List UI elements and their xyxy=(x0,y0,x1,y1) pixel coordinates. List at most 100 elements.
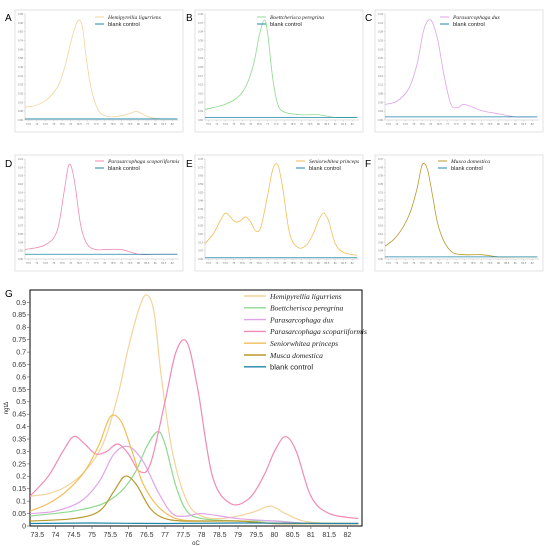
y-tick-label: 0.35 xyxy=(12,436,26,443)
y-tick-label: 0.19 xyxy=(378,215,384,219)
x-tick-label: 75 xyxy=(88,532,96,539)
x-tick-label: 77 xyxy=(266,122,269,126)
y-tick-label: 0.74 xyxy=(18,39,24,43)
x-tick-label: 73.5 xyxy=(386,122,392,126)
x-tick-label: 75 xyxy=(52,122,55,126)
panel-label-a: A xyxy=(5,13,12,24)
y-tick-label: 0.33 xyxy=(18,83,24,87)
panel-c: C 0.00 0.03 0.06 0.08 0.11 0.14 0.17 0.20 0.23 0.2… xyxy=(365,9,544,133)
x-tick-label: 82 xyxy=(351,122,354,126)
x-tick-label: 81 xyxy=(334,122,337,126)
x-tick-label: 75 xyxy=(52,261,55,265)
x-tick-label: 81.5 xyxy=(161,261,167,265)
x-tick-label: 82 xyxy=(531,122,534,126)
x-tick-label: 76 xyxy=(429,261,432,265)
y-tick-label: 0.16 xyxy=(18,182,24,186)
legend-label-boettcherisca-peregrina: Boettcherisca peregrina xyxy=(270,304,344,313)
y-tick-label: 0.46 xyxy=(198,199,204,203)
series-line-seniorwhitea-princeps xyxy=(205,162,358,256)
x-tick-label: 76 xyxy=(249,122,252,126)
x-tick-label: 75 xyxy=(232,261,235,265)
y-tick-label: 0.04 xyxy=(378,249,384,253)
x-tick-label: 80.5 xyxy=(324,122,330,126)
x-tick-label: 75.5 xyxy=(240,122,246,126)
y-tick-label: 0.07 xyxy=(198,100,204,104)
series-line-boettcherisca-peregrina xyxy=(205,19,358,118)
x-tick-label: 79 xyxy=(300,261,303,265)
x-tick-label: 75 xyxy=(232,122,235,126)
y-tick-label: 0.02 xyxy=(18,249,24,253)
x-tick-label: 79.5 xyxy=(127,261,133,265)
x-tick-label: 77.5 xyxy=(94,261,100,265)
x-tick-label: 81 xyxy=(154,261,157,265)
x-tick-label: 78.5 xyxy=(290,261,296,265)
y-tick-label: 0.85 xyxy=(12,312,26,319)
legend-label-blank-control: blank control xyxy=(270,363,313,372)
y-tick-label: 0.7 xyxy=(16,350,26,357)
panel-label-b: B xyxy=(186,13,193,24)
y-tick-label: 0.27 xyxy=(198,47,204,51)
x-tick-label: 76.5 xyxy=(77,261,83,265)
x-tick-label: 73.5 xyxy=(26,261,32,265)
x-tick-label: 78 xyxy=(283,122,286,126)
y-tick-label: 0.18 xyxy=(18,174,24,178)
y-tick-label: 0.16 xyxy=(18,100,24,104)
legend-label-musca-domestica: Musca domestica xyxy=(450,159,490,165)
y-tick-label: 0.12 xyxy=(18,199,24,203)
y-tick-label: 0.00 xyxy=(198,118,204,122)
x-tick-label: 76 xyxy=(69,122,72,126)
legend-label-blank-control: blank control xyxy=(108,22,140,28)
y-tick-label: 0.06 xyxy=(378,100,384,104)
plot-frame xyxy=(14,154,184,272)
panel-g: G 0 0.05 0.1 0.15 0.2 0.25 0.3 0.35 0.4 0.45 0.5 0.5… xyxy=(4,289,367,546)
y-tick-label: 0.31 xyxy=(378,21,384,25)
panel-b: B 0.00 0.03 0.07 0.10 0.13 0.17 0.20 0.23 0.27 0.3… xyxy=(186,9,364,133)
y-tick-label: 0.43 xyxy=(378,165,384,169)
legend-label-blank-control: blank control xyxy=(451,166,483,172)
y-tick-label: 0.35 xyxy=(378,182,384,186)
x-tick-label: 78 xyxy=(198,532,206,539)
x-tick-label: 74.5 xyxy=(43,122,49,126)
x-tick-label: 75.5 xyxy=(420,122,426,126)
x-tick-label: 74 xyxy=(35,122,38,126)
y-tick-label: 0.90 xyxy=(18,21,24,25)
y-tick-label: 0.11 xyxy=(378,83,383,87)
x-tick-label: 75.5 xyxy=(60,261,66,265)
legend-label-boettcherisca-peregrina: Boettcherisca peregrina xyxy=(270,15,324,21)
x-tick-label: 74 xyxy=(35,261,38,265)
y-tick-label: 0 xyxy=(22,523,26,530)
y-tick-label: 0.00 xyxy=(378,118,384,122)
x-tick-label: 79 xyxy=(120,122,123,126)
x-tick-label: 76 xyxy=(429,122,432,126)
x-tick-label: 79 xyxy=(480,122,483,126)
y-axis-label: ngtΔ xyxy=(4,402,10,414)
x-tick-label: 78.5 xyxy=(213,532,227,539)
x-tick-label: 78.5 xyxy=(470,122,476,126)
x-tick-label: 77 xyxy=(86,122,89,126)
y-tick-label: 0.25 xyxy=(18,92,24,96)
x-tick-label: 81.5 xyxy=(521,122,527,126)
x-tick-label: 74.5 xyxy=(403,261,409,265)
y-tick-label: 0.3 xyxy=(16,449,26,456)
x-tick-label: 80.5 xyxy=(144,261,150,265)
x-tick-label: 77.5 xyxy=(274,122,280,126)
x-tick-label: 80.5 xyxy=(324,261,330,265)
x-tick-label: 79.5 xyxy=(487,261,493,265)
y-tick-label: 0.05 xyxy=(12,511,26,518)
plot-frame xyxy=(29,289,363,527)
x-tick-label: 77 xyxy=(446,261,449,265)
y-tick-label: 0.20 xyxy=(378,56,384,60)
x-tick-label: 77.5 xyxy=(454,122,460,126)
x-tick-label: 82 xyxy=(171,122,174,126)
legend-label-blank-control: blank control xyxy=(108,166,140,172)
legend-label-blank-control: blank control xyxy=(309,166,341,172)
y-tick-label: 0.07 xyxy=(198,249,204,253)
x-tick-label: 82 xyxy=(344,532,352,539)
y-tick-label: 0.55 xyxy=(12,387,26,394)
x-tick-label: 79.5 xyxy=(307,122,313,126)
x-tick-label: 78 xyxy=(283,261,286,265)
